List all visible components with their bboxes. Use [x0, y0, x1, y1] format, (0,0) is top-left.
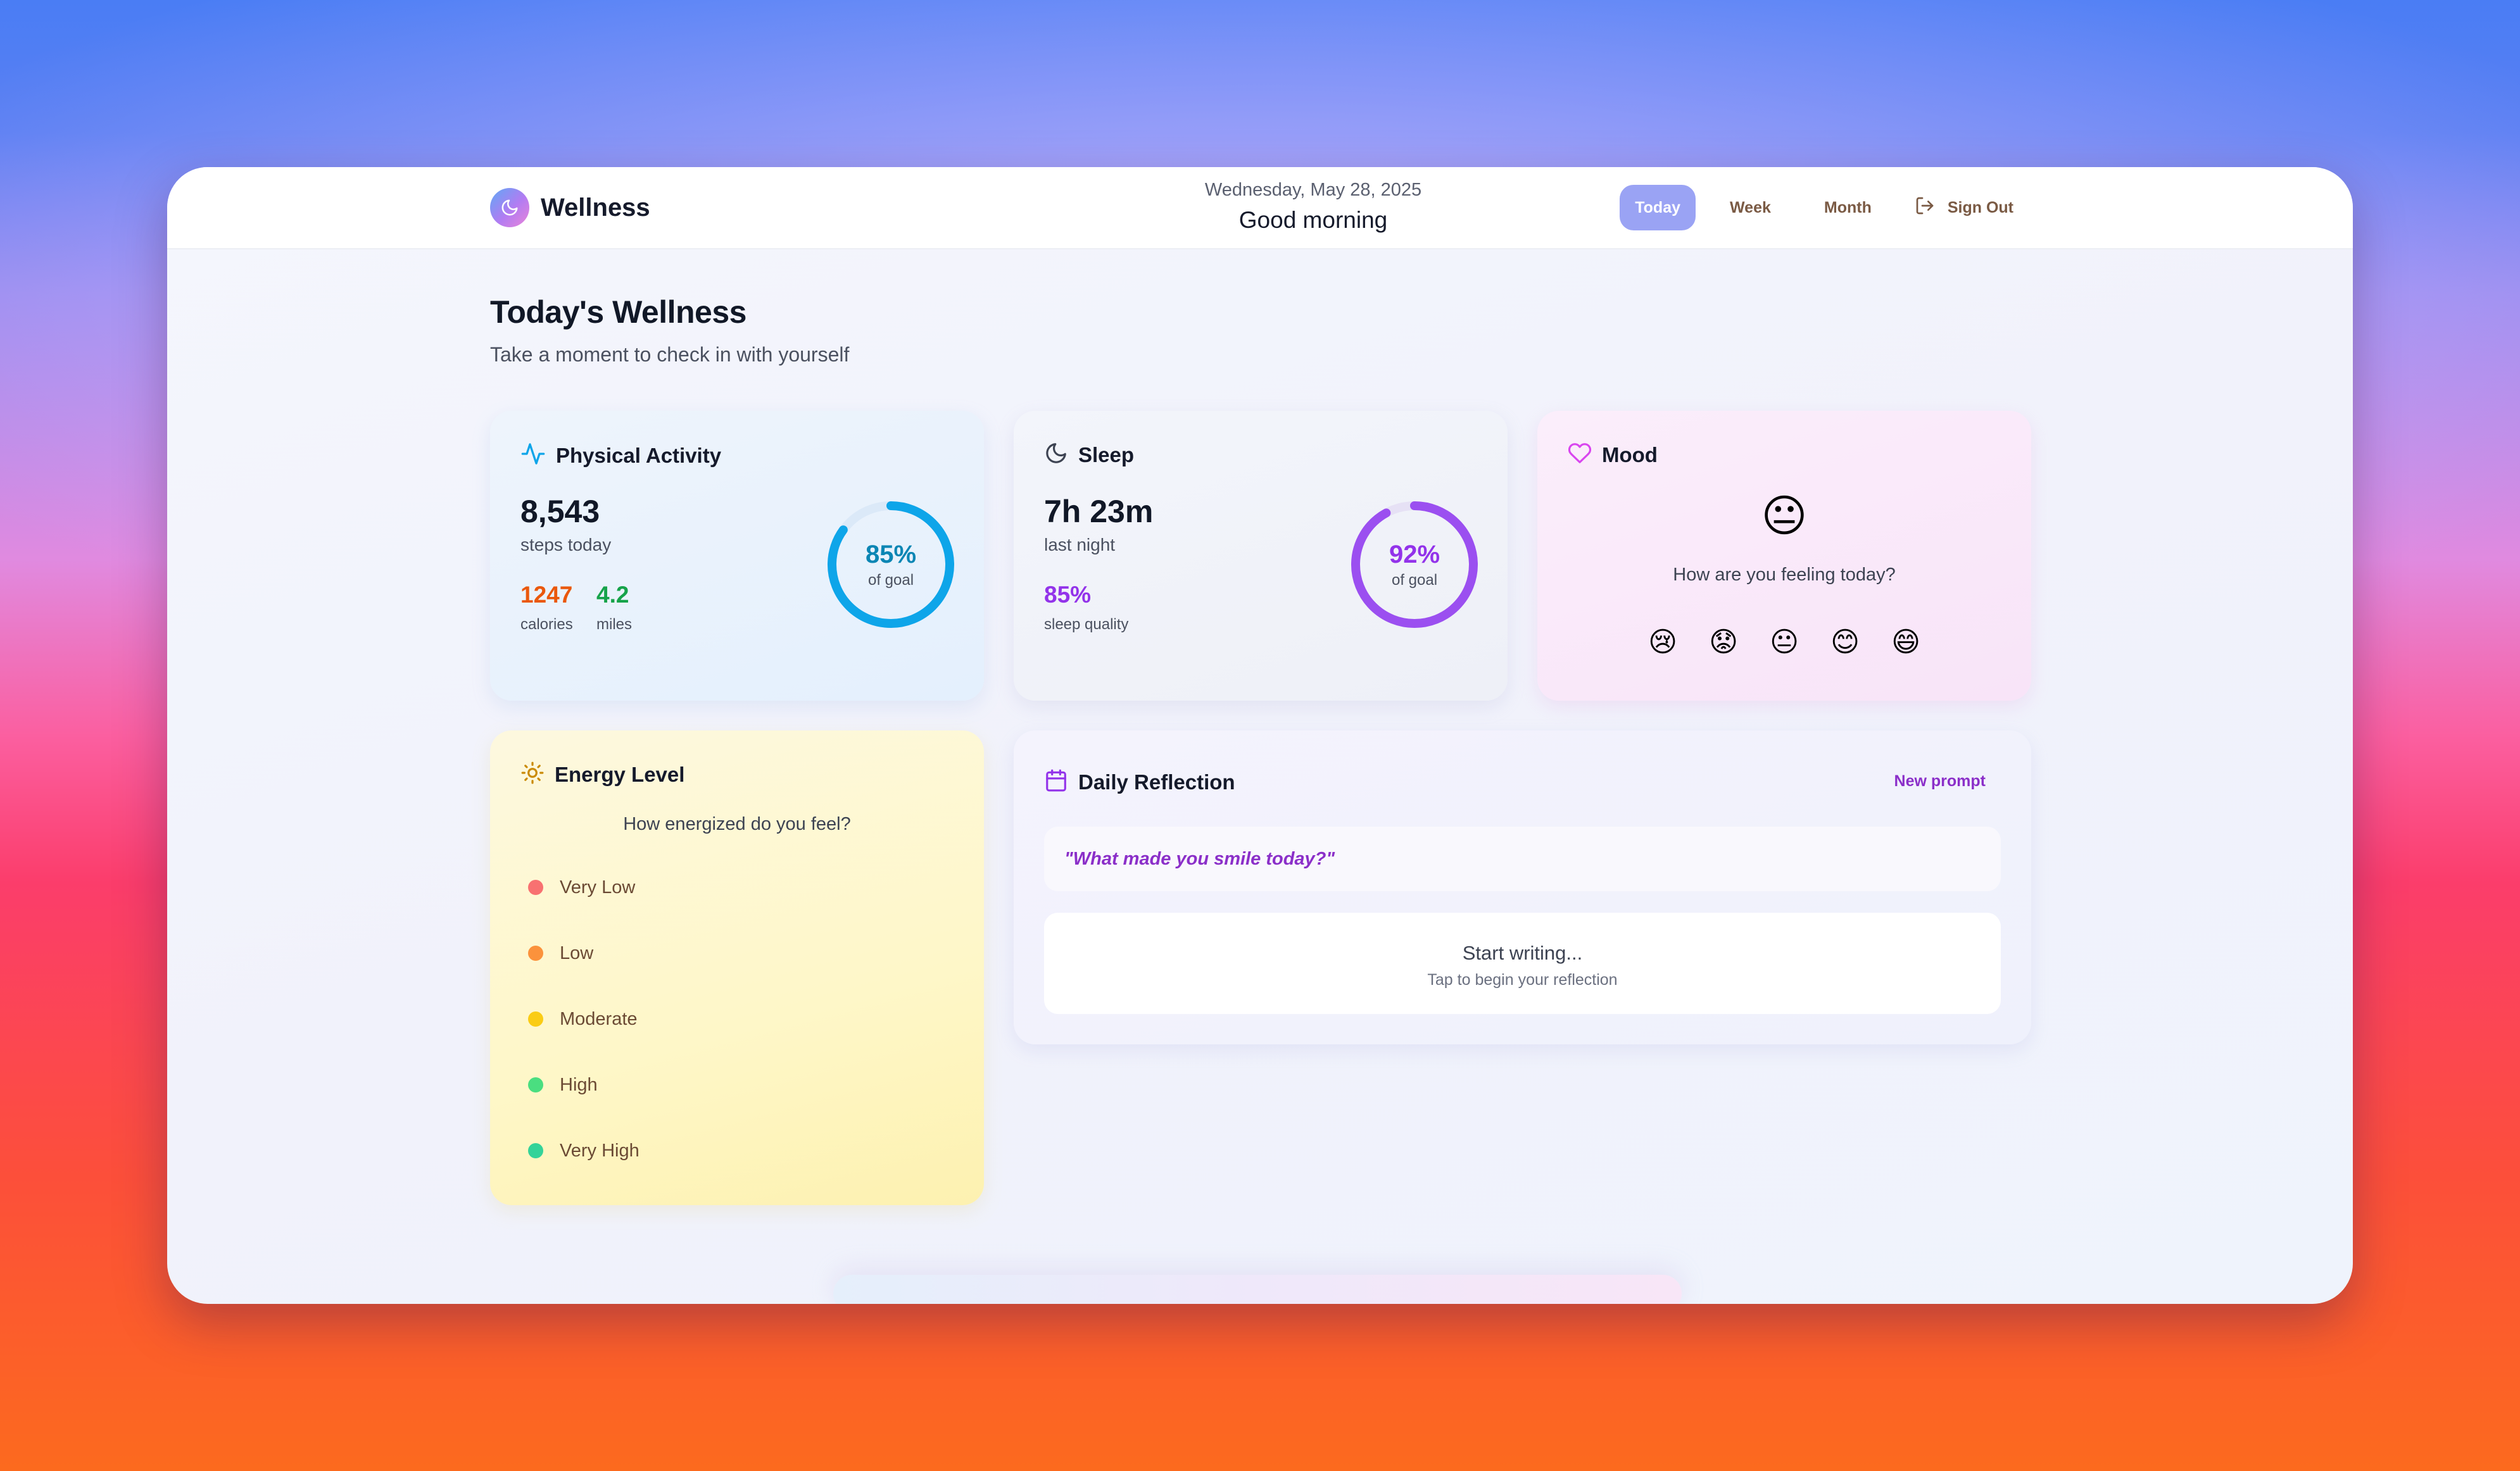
mood-option-grinning[interactable]: 😄 — [1891, 627, 1920, 658]
calendar-icon — [1044, 768, 1068, 796]
energy-option-very-high[interactable]: Very High — [528, 1118, 639, 1184]
steps-goal-label: of goal — [867, 571, 914, 589]
sleep-goal-percent: 92% — [1389, 540, 1440, 568]
write-title: Start writing... — [1462, 942, 1583, 964]
sign-out-icon — [1915, 196, 1935, 220]
energy-question: How energized do you feel? — [623, 814, 851, 834]
sleep-goal-label: of goal — [1391, 571, 1438, 589]
reflection-write-area[interactable]: Start writing... Tap to begin your refle… — [1044, 913, 2001, 1014]
sleep-quality-label: sleep quality — [1044, 616, 1129, 633]
energy-option-moderate[interactable]: Moderate — [528, 986, 639, 1052]
status-dot-icon — [528, 1011, 543, 1027]
steps-label: steps today — [520, 535, 612, 554]
page-heading: Today's Wellness Take a moment to check … — [490, 294, 2029, 366]
status-dot-icon — [528, 880, 543, 895]
miles-value: 4.2 — [596, 582, 629, 608]
miles-label: miles — [596, 616, 633, 633]
card-title: Daily Reflection — [1078, 770, 1235, 794]
steps-value: 8,543 — [520, 494, 600, 529]
mood-option-crying[interactable]: 😢 — [1648, 627, 1677, 658]
calories-label: calories — [520, 616, 573, 633]
tab-today[interactable]: Today — [1620, 185, 1696, 230]
energy-option-label: Very Low — [560, 877, 636, 898]
greeting-text: Good morning — [1238, 207, 1388, 233]
activity-icon — [520, 441, 546, 470]
physical-activity-card[interactable]: Physical Activity 8,543 steps today 1247… — [490, 411, 984, 701]
miles-stat: 4.2 miles — [596, 582, 632, 634]
sign-out-button[interactable]: Sign Out — [1905, 185, 2013, 230]
sleep-quality-value: 85% — [1044, 582, 1092, 608]
top-header: Wellness Wednesday, May 28, 2025 Good mo… — [167, 167, 2353, 249]
sleep-duration: 7h 23m — [1044, 494, 1154, 529]
mood-question: How are you feeling today? — [1673, 565, 1896, 585]
card-title: Mood — [1602, 442, 1658, 466]
write-subtitle: Tap to begin your reflection — [1427, 971, 1618, 989]
prompt-text: "What made you smile today?" — [1064, 848, 1335, 869]
card-header: Physical Activity — [520, 441, 721, 470]
energy-option-label: Very High — [560, 1140, 639, 1161]
app-name: Wellness — [541, 193, 650, 222]
steps-progress-ring: 85% of goal — [826, 499, 956, 630]
energy-level-card: Energy Level How energized do you feel? … — [490, 730, 984, 1205]
current-date: Wednesday, May 28, 2025 — [1204, 180, 1422, 200]
heart-icon — [1568, 441, 1592, 468]
calories-value: 1247 — [520, 582, 573, 608]
app-logo[interactable]: Wellness — [490, 188, 650, 227]
calories-stat: 1247 calories — [520, 582, 573, 634]
sun-icon — [520, 761, 545, 788]
card-title: Sleep — [1078, 442, 1135, 466]
page-subtitle: Take a moment to check in with yourself — [490, 343, 850, 366]
view-tabs: Today Week Month Sign Out — [1620, 185, 2013, 230]
daily-reflection-card: Daily Reflection New prompt "What made y… — [1014, 730, 2031, 1044]
moon-logo-icon — [490, 188, 529, 227]
status-dot-icon — [528, 1143, 543, 1158]
mood-option-worried[interactable]: 😟 — [1709, 627, 1738, 658]
card-header: Daily Reflection — [1044, 768, 1235, 796]
sign-out-label: Sign Out — [1947, 198, 2013, 216]
tab-week[interactable]: Week — [1730, 199, 1771, 216]
energy-option-high[interactable]: High — [528, 1052, 639, 1118]
energy-option-label: Low — [560, 942, 594, 963]
card-title: Physical Activity — [556, 443, 722, 467]
sleep-duration-label: last night — [1044, 535, 1116, 554]
mood-option-neutral[interactable]: 😐 — [1770, 627, 1799, 658]
floating-panel-edge — [833, 1275, 1682, 1304]
energy-option-very-low[interactable]: Very Low — [528, 854, 639, 920]
tab-month[interactable]: Month — [1824, 199, 1872, 216]
status-dot-icon — [528, 1077, 543, 1092]
card-title: Energy Level — [555, 762, 685, 786]
page-title: Today's Wellness — [490, 294, 747, 330]
app-window: Wellness Wednesday, May 28, 2025 Good mo… — [167, 167, 2353, 1304]
sleep-quality-stat: 85% sleep quality — [1044, 582, 1128, 634]
current-mood-emoji: 😐 — [1761, 491, 1808, 541]
mood-option-smiling[interactable]: 😊 — [1830, 627, 1860, 658]
header-greeting: Wednesday, May 28, 2025 Good morning — [1038, 180, 1589, 234]
status-dot-icon — [528, 946, 543, 961]
card-header: Energy Level — [520, 761, 684, 788]
energy-option-low[interactable]: Low — [528, 920, 639, 986]
steps-goal-percent: 85% — [865, 540, 917, 568]
sleep-progress-ring: 92% of goal — [1349, 499, 1480, 630]
energy-option-label: Moderate — [560, 1008, 638, 1029]
energy-option-label: High — [560, 1074, 598, 1095]
moon-icon — [1044, 441, 1068, 468]
mood-options: 😢 😟 😐 😊 😄 — [1537, 626, 2031, 658]
energy-options: Very Low Low Moderate High Very High — [528, 854, 639, 1184]
new-prompt-button[interactable]: New prompt — [1894, 772, 1986, 790]
mood-card: Mood 😐 How are you feeling today? 😢 😟 😐 … — [1537, 411, 2031, 701]
reflection-prompt: "What made you smile today?" — [1044, 827, 2001, 891]
card-header: Sleep — [1044, 441, 1134, 468]
sleep-card[interactable]: Sleep 7h 23m last night 85% sleep qualit… — [1014, 411, 1508, 701]
card-header: Mood — [1568, 441, 1658, 468]
